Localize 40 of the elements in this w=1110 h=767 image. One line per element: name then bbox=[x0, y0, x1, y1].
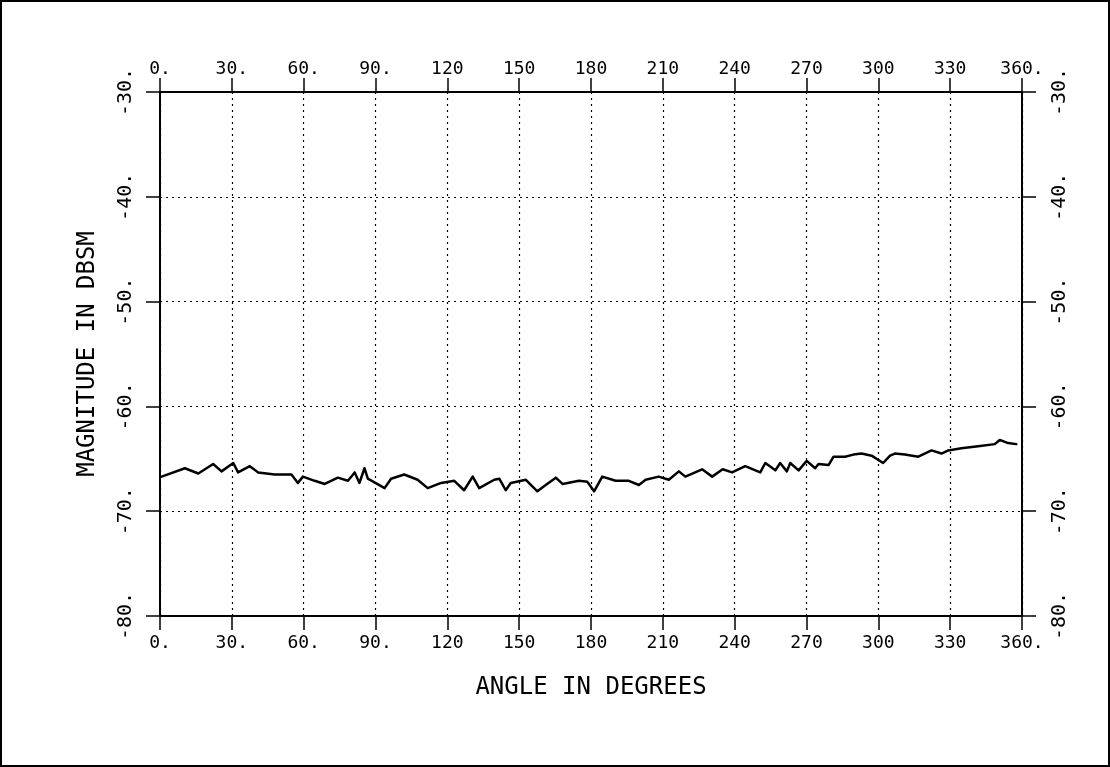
x2-tick-label: 150 bbox=[502, 56, 536, 78]
y2-tick-label: -50. bbox=[1046, 277, 1070, 326]
x-tick-label: 120 bbox=[431, 630, 464, 652]
x-tick-label: 180 bbox=[574, 630, 608, 652]
x-tick-label: 360. bbox=[1000, 630, 1044, 652]
x-tick-label: 30. bbox=[215, 630, 249, 652]
x2-tick-label: 240 bbox=[718, 56, 751, 78]
x2-tick-label: 90. bbox=[359, 56, 392, 78]
x-tick-label: 210 bbox=[646, 630, 680, 652]
x-tick-label: 150 bbox=[502, 630, 536, 652]
x-tick-label: 60. bbox=[287, 630, 320, 652]
x2-tick-label: 300 bbox=[862, 56, 895, 78]
x-tick-label: 270 bbox=[790, 630, 823, 652]
y-tick-label: -70. bbox=[112, 487, 136, 536]
x2-tick-label: 330 bbox=[933, 56, 967, 78]
y-tick-label: -50. bbox=[112, 277, 136, 326]
x2-tick-label: 210 bbox=[646, 56, 680, 78]
x-tick-label: 330 bbox=[933, 630, 967, 652]
x2-tick-label: 360. bbox=[1000, 56, 1044, 78]
x-tick-label: 90. bbox=[359, 630, 392, 652]
y2-tick-label: -70. bbox=[1046, 487, 1070, 536]
x-tick-label: 300 bbox=[862, 630, 895, 652]
x2-tick-label: 270 bbox=[790, 56, 823, 78]
x2-tick-label: 180 bbox=[574, 56, 608, 78]
x2-tick-label: 60. bbox=[287, 56, 320, 78]
y-tick-label: -60. bbox=[112, 382, 136, 431]
x2-tick-label: 0. bbox=[149, 56, 171, 78]
y2-tick-label: -80. bbox=[1046, 591, 1070, 641]
x2-tick-label: 30. bbox=[215, 56, 249, 78]
y-tick-label: -40. bbox=[112, 172, 136, 221]
y2-tick-label: -60. bbox=[1046, 382, 1070, 431]
y-axis-title: MAGNITUDE IN DBSM bbox=[72, 231, 100, 477]
x-tick-label: 240 bbox=[718, 630, 751, 652]
y2-tick-label: -40. bbox=[1046, 172, 1070, 221]
x-axis-title: ANGLE IN DEGREES bbox=[475, 672, 707, 700]
y-tick-label: -30. bbox=[112, 67, 136, 117]
y2-tick-label: -30. bbox=[1046, 67, 1070, 117]
x-tick-label: 0. bbox=[149, 630, 171, 652]
y-tick-label: -80. bbox=[112, 591, 136, 641]
x2-tick-label: 120 bbox=[431, 56, 464, 78]
